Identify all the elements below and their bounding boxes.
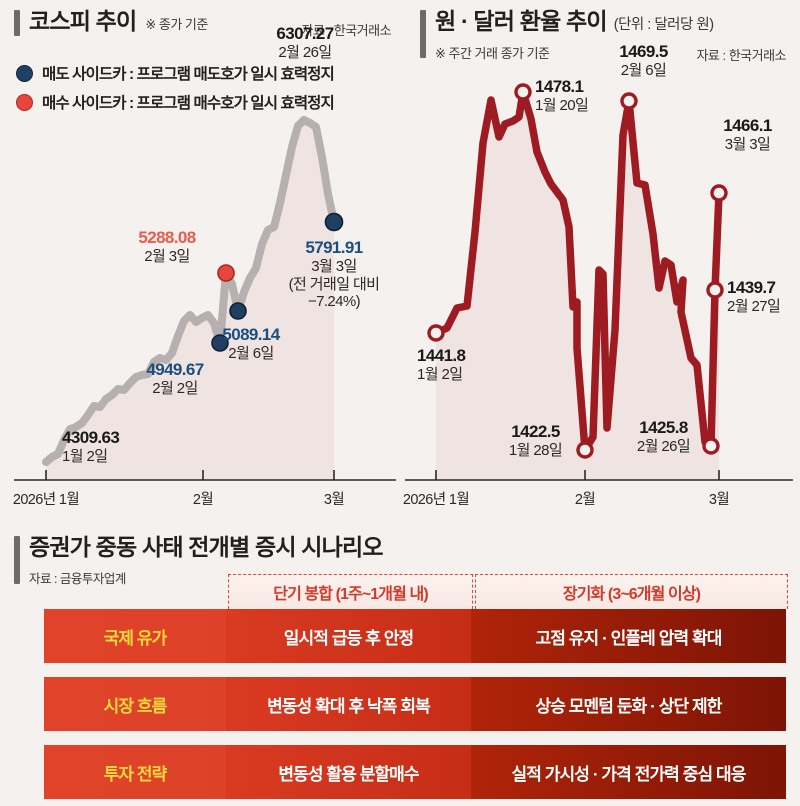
scenario-title-bar [14, 536, 20, 584]
buy-sidecar-dot-icon [16, 93, 33, 111]
kospi-legend: 매도 사이드카 : 프로그램 매도호가 일시 효력정지 매수 사이드카 : 프로… [16, 55, 335, 113]
fx-area-fill [436, 92, 719, 480]
scenario-row-1-long: 상승 모멘텀 둔화 · 상단 제한 [471, 677, 786, 731]
scenario-column-header-long: 장기화 (3~6개월 이상) [475, 574, 788, 609]
fx-chart-svg [405, 83, 793, 481]
scenario-column-header-short: 단기 봉합 (1주~1개월 내) [228, 574, 473, 609]
legend-item-buy: 매수 사이드카 : 프로그램 매수호가 일시 효력정지 [16, 91, 335, 113]
scenario-row-1-short: 변동성 확대 후 낙폭 회복 [226, 677, 471, 731]
kospi-xtick-label-2: 2월 [192, 492, 214, 508]
scenario-row-2-long: 실적 가시성 · 가격 전가력 중심 대응 [471, 745, 786, 799]
kospi-annotation-mar3: 5791.91 3월 3일 (전 거래일 대비 −7.24%) [288, 238, 380, 311]
table-row: 시장 흐름 변동성 확대 후 낙폭 회복 상승 모멘텀 둔화 · 상단 제한 [44, 677, 786, 731]
kospi-xtick-label-1: 2026년 1월 [12, 492, 80, 508]
legend-item-sell: 매도 사이드카 : 프로그램 매도호가 일시 효력정지 [16, 62, 335, 84]
scenario-source: 자료 : 금융투자업계 [29, 572, 126, 586]
kospi-line [42, 116, 338, 466]
sell-sidecar-dot-icon [16, 64, 33, 82]
scenario-row-1-category: 시장 흐름 [44, 677, 226, 731]
kospi-panel: 코스피 추이 ※ 종가 기준 자료 : 한국거래소 매도 사이드카 : 프로그램… [0, 0, 405, 528]
fx-xtick-label-3: 3월 [708, 492, 730, 508]
fx-marker-feb26 [702, 437, 720, 455]
fx-title: 원 · 달러 환율 추이 [435, 8, 608, 34]
fx-annotation-jan20: 1478.1 1월 20일 [535, 77, 589, 115]
scenario-panel: 증권가 중동 사태 전개별 증시 시나리오 자료 : 금융투자업계 단기 봉합 … [0, 528, 800, 806]
fx-annotation-feb26: 1425.8 2월 26일 [636, 418, 691, 456]
fx-marker-jan28 [576, 441, 594, 459]
table-row: 국제 유가 일시적 급등 후 안정 고점 유지 · 인플레 압력 확대 [44, 609, 786, 663]
kospi-annotation-feb3: 5288.08 2월 3일 [138, 228, 196, 266]
fx-marker-feb6 [620, 92, 638, 110]
fx-note: ※ 주간 거래 종가 기준 [435, 46, 550, 61]
kospi-marker-feb6-sell [229, 302, 247, 320]
kospi-annotation-feb26: 6307.27 2월 26일 [276, 24, 334, 62]
fx-marker-jan2 [427, 324, 445, 342]
legend-label-buy: 매수 사이드카 : 프로그램 매수호가 일시 효력정지 [42, 95, 335, 112]
scenario-title: 증권가 중동 사태 전개별 증시 시나리오 [29, 534, 384, 560]
kospi-chart: 4309.63 1월 2일 4949.67 2월 2일 5288.08 2월 3… [0, 24, 405, 528]
fx-source: 자료 : 한국거래소 [696, 48, 786, 63]
fx-title-bar [420, 10, 426, 58]
fx-marker-mar3 [710, 184, 728, 202]
scenario-row-0-short: 일시적 급등 후 안정 [226, 609, 471, 663]
kospi-marker-feb3-buy [217, 264, 235, 282]
fx-annotation-feb27: 1439.7 2월 27일 [727, 278, 781, 316]
fx-header: 원 · 달러 환율 추이 (단위 : 달러당 원) ※ 주간 거래 종가 기준 [420, 8, 714, 61]
fx-marker-feb27 [706, 281, 724, 299]
kospi-annotation-feb2: 4949.67 2월 2일 [146, 360, 204, 398]
fx-chart: 1441.8 1월 2일 1478.1 1월 20일 1422.5 1월 28일… [403, 42, 800, 528]
kospi-note: ※ 종가 기준 [145, 17, 208, 32]
fx-marker-jan20 [514, 83, 532, 101]
scenario-row-0-long: 고점 유지 · 인플레 압력 확대 [471, 609, 786, 663]
table-row: 투자 전략 변동성 활용 분할매수 실적 가시성 · 가격 전가력 중심 대응 [44, 745, 786, 799]
fx-xtick-label-2: 2월 [574, 492, 596, 508]
fx-annotation-jan28: 1422.5 1월 28일 [508, 422, 563, 460]
kospi-title-bar [14, 10, 20, 36]
kospi-annotation-jan2: 4309.63 1월 2일 [62, 428, 120, 466]
fx-panel: 원 · 달러 환율 추이 (단위 : 달러당 원) ※ 주간 거래 종가 기준 … [403, 0, 800, 528]
kospi-title: 코스피 추이 [29, 8, 137, 34]
fx-annotation-jan2: 1441.8 1월 2일 [417, 346, 466, 384]
scenario-row-2-category: 투자 전략 [44, 745, 226, 799]
scenario-row-0-category: 국제 유가 [44, 609, 226, 663]
fx-xtick-label-1: 2026년 1월 [402, 492, 470, 508]
kospi-annotation-feb6: 5089.14 2월 6일 [222, 325, 280, 363]
kospi-xtick-label-3: 3월 [323, 492, 345, 508]
scenario-column-header-long-label: 장기화 (3~6개월 이상) [562, 586, 701, 603]
legend-label-sell: 매도 사이드카 : 프로그램 매도호가 일시 효력정지 [42, 66, 335, 83]
fx-unit: (단위 : 달러당 원) [613, 17, 714, 33]
kospi-marker-mar3-sell [324, 212, 344, 232]
scenario-header: 증권가 중동 사태 전개별 증시 시나리오 자료 : 금융투자업계 [14, 534, 384, 587]
kospi-source: 자료 : 한국거래소 [301, 23, 391, 38]
fx-annotation-mar3: 1466.1 3월 3일 [723, 116, 772, 154]
scenario-column-header-short-label: 단기 봉합 (1주~1개월 내) [273, 586, 428, 603]
kospi-marker-feb2-sell [211, 334, 229, 352]
scenario-row-2-short: 변동성 활용 분할매수 [226, 745, 471, 799]
fx-annotation-feb6: 1469.5 2월 6일 [619, 42, 668, 80]
kospi-header: 코스피 추이 ※ 종가 기준 [14, 10, 208, 40]
kospi-chart-svg [14, 116, 396, 481]
